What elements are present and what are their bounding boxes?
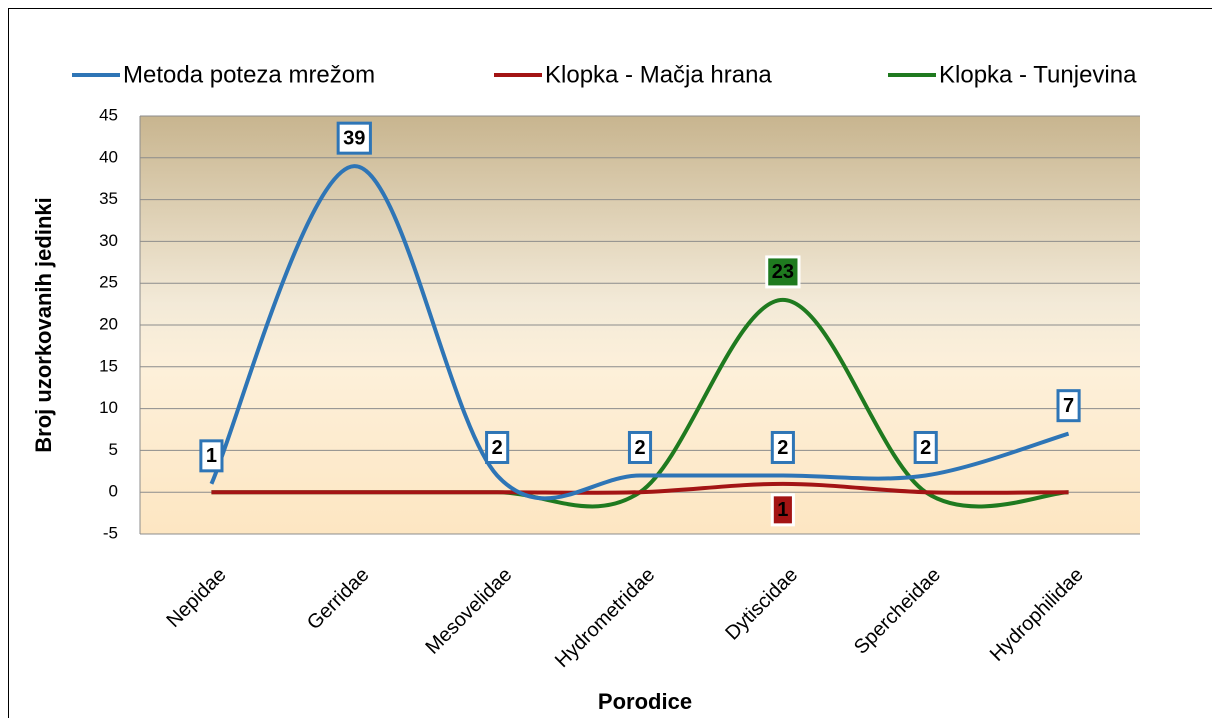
frame bbox=[8, 8, 1212, 718]
data-label-box bbox=[1056, 389, 1081, 423]
data-label: 2 bbox=[777, 437, 788, 459]
y-tick-label: 10 bbox=[99, 398, 118, 417]
data-label-box bbox=[770, 493, 795, 527]
data-label-box bbox=[913, 430, 938, 464]
x-tick-label: Mesovelidae bbox=[421, 564, 516, 659]
x-tick-label: Gerridae bbox=[303, 564, 374, 635]
x-tick-label: Dytiscidae bbox=[721, 564, 802, 645]
y-tick-label: 25 bbox=[99, 273, 118, 292]
data-label-box bbox=[770, 430, 795, 464]
y-tick-label: 0 bbox=[109, 482, 118, 501]
y-tick-label: 15 bbox=[99, 356, 118, 375]
y-axis-title: Broj uzorkovanih jedinki bbox=[31, 197, 56, 452]
data-label-box bbox=[627, 430, 653, 464]
y-tick-label: 20 bbox=[99, 314, 118, 333]
data-label-box bbox=[765, 255, 801, 289]
y-tick-label: 5 bbox=[109, 440, 118, 459]
series-line bbox=[209, 164, 1070, 501]
data-label: 1 bbox=[777, 499, 788, 521]
x-tick-label: Nepidae bbox=[162, 564, 230, 632]
x-tick-label: Spercheidae bbox=[850, 564, 945, 659]
y-tick-label: 30 bbox=[99, 231, 118, 250]
y-tick-label: 35 bbox=[99, 189, 118, 208]
legend-label: Klopka - Tunjevina bbox=[939, 61, 1137, 88]
y-tick-label: -5 bbox=[103, 523, 118, 542]
series-line bbox=[211, 481, 1069, 495]
data-label: 7 bbox=[1063, 395, 1074, 417]
data-label: 2 bbox=[634, 437, 645, 459]
x-tick-label: Hydrophilidae bbox=[986, 564, 1088, 666]
data-label: 23 bbox=[772, 261, 794, 283]
data-label: 39 bbox=[343, 127, 365, 149]
data-label-box bbox=[199, 439, 224, 473]
x-tick-label: Hydrometridae bbox=[551, 564, 659, 672]
legend-label: Metoda poteza mrežom bbox=[123, 61, 375, 88]
data-label: 1 bbox=[206, 445, 217, 467]
data-label: 2 bbox=[920, 437, 931, 459]
data-label-box bbox=[485, 430, 510, 464]
y-tick-label: 40 bbox=[99, 147, 118, 166]
y-tick-label: 45 bbox=[99, 105, 118, 124]
legend-label: Klopka - Mačja hrana bbox=[545, 61, 772, 88]
data-label-box bbox=[336, 121, 372, 155]
x-axis-title: Porodice bbox=[598, 689, 692, 714]
data-label: 2 bbox=[492, 437, 503, 459]
